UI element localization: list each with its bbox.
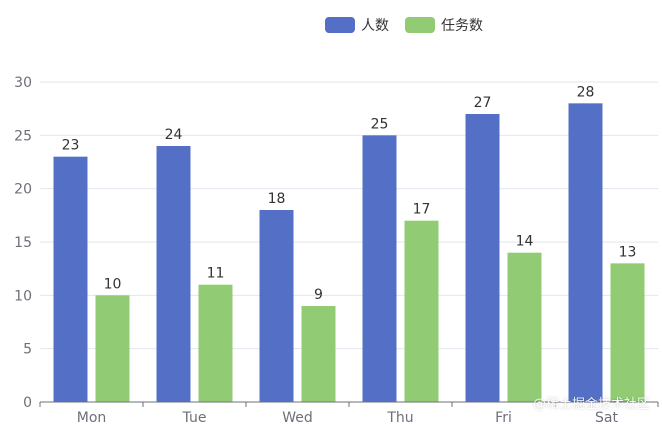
bar-series-1[interactable] xyxy=(259,210,294,402)
data-label: 14 xyxy=(516,234,534,250)
bar-series-1[interactable] xyxy=(568,103,603,402)
legend-swatch xyxy=(325,17,355,33)
data-label: 25 xyxy=(371,116,389,132)
legend-label: 人数 xyxy=(361,18,389,34)
bar-series-1[interactable] xyxy=(362,135,397,403)
x-tick-label: Wed xyxy=(282,410,313,424)
x-axis: Mon Tue Wed Thu Fri Sat xyxy=(39,401,659,424)
watermark: @稀土掘金技术社区 xyxy=(532,397,650,412)
data-label: 24 xyxy=(165,127,183,143)
x-tick-label: Mon xyxy=(77,410,107,424)
y-tick-label: 10 xyxy=(14,288,32,304)
x-tick-label: Tue xyxy=(182,410,207,424)
grid-lines xyxy=(40,81,658,350)
bar-series-2[interactable] xyxy=(507,252,542,402)
data-label: 18 xyxy=(268,191,286,207)
legend-item-2[interactable]: 任务数 xyxy=(405,17,483,34)
data-label: 13 xyxy=(619,244,637,260)
y-tick-label: 0 xyxy=(23,395,32,411)
legend-swatch xyxy=(405,17,435,33)
bar-series-2[interactable] xyxy=(404,220,439,402)
data-labels: 23 24 18 25 27 28 10 11 9 17 14 13 xyxy=(62,84,637,303)
data-label: 27 xyxy=(474,95,492,111)
data-label: 23 xyxy=(62,138,80,154)
y-tick-label: 20 xyxy=(14,182,32,198)
x-tick-label: Sat xyxy=(595,410,618,424)
bar-series-1[interactable] xyxy=(465,114,500,402)
bar-series-2[interactable] xyxy=(301,306,336,402)
data-label: 9 xyxy=(314,287,323,303)
legend[interactable]: 人数 任务数 xyxy=(325,17,483,34)
y-axis: 0 5 10 15 20 25 30 xyxy=(14,75,32,411)
x-tick-label: Fri xyxy=(495,410,512,424)
bar-series-1[interactable] xyxy=(156,146,191,402)
bar-series-2[interactable] xyxy=(198,284,233,402)
data-label: 17 xyxy=(413,202,431,218)
legend-item-1[interactable]: 人数 xyxy=(325,17,389,34)
bars xyxy=(53,103,645,403)
bar-series-2[interactable] xyxy=(610,263,645,402)
legend-label: 任务数 xyxy=(441,18,483,34)
y-tick-label: 5 xyxy=(23,342,32,358)
bar-series-2[interactable] xyxy=(95,295,130,402)
y-tick-label: 25 xyxy=(14,128,32,144)
y-tick-label: 15 xyxy=(14,235,32,251)
data-label: 28 xyxy=(577,84,595,100)
y-tick-label: 30 xyxy=(14,75,32,91)
x-tick-label: Thu xyxy=(386,410,413,424)
bar-series-1[interactable] xyxy=(53,156,88,402)
data-label: 10 xyxy=(104,276,122,292)
data-label: 11 xyxy=(207,266,225,282)
